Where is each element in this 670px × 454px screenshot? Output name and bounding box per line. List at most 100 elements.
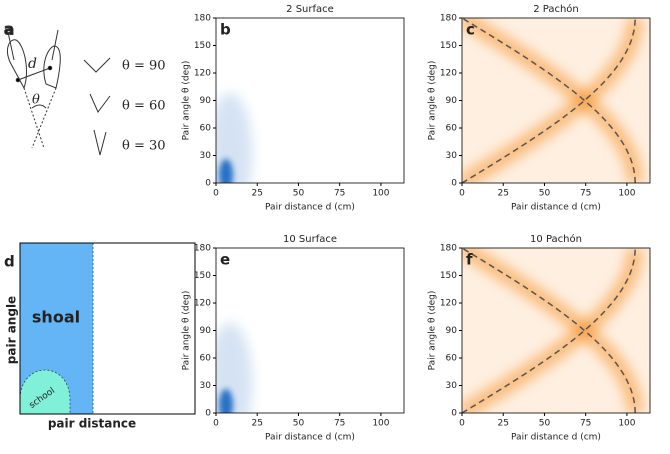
x-tick-label: 25 — [252, 419, 263, 429]
x-tick-label: 50 — [539, 419, 551, 429]
x-tick-label: 50 — [293, 419, 305, 429]
reference-curve — [462, 248, 636, 413]
y-tick-label: 150 — [440, 41, 457, 51]
d-label: d — [28, 56, 37, 72]
x-axis-label: Pair distance d (cm) — [265, 433, 355, 443]
y-tick-label: 150 — [440, 271, 457, 281]
reference-curve — [462, 18, 636, 183]
panel-label: e — [220, 251, 230, 269]
heading-extension — [31, 87, 57, 149]
density — [462, 18, 650, 183]
example-v — [93, 129, 107, 156]
fish-center — [47, 65, 53, 71]
reference-curve — [462, 18, 636, 183]
x-tick-label: 25 — [498, 189, 509, 199]
chart-title: 2 Pachón — [533, 3, 579, 15]
y-tick-label: 60 — [200, 124, 212, 134]
y-tick-label: 120 — [194, 299, 211, 309]
y-tick-label: 90 — [446, 326, 458, 336]
theta-label: θ — [32, 93, 40, 108]
x-axis-label: Pair distance d (cm) — [511, 433, 601, 443]
y-tick-label: 60 — [446, 124, 458, 134]
x-tick-label: 100 — [618, 189, 635, 199]
y-tick-label: 30 — [200, 151, 212, 161]
example-label: θ = 60 — [122, 99, 166, 114]
school-region — [19, 369, 71, 415]
heading-arrow — [7, 31, 15, 61]
y-tick-label: 180 — [194, 244, 211, 254]
x-tick-label: 75 — [580, 189, 591, 199]
x-tick-label: 50 — [539, 189, 551, 199]
y-tick-label: 120 — [194, 69, 211, 79]
y-tick-label: 120 — [440, 299, 457, 309]
y-axis-label: Pair angle θ (deg) — [182, 291, 192, 371]
fish-center — [15, 77, 21, 83]
x-tick-label: 50 — [293, 189, 305, 199]
x-tick-label: 0 — [213, 189, 219, 199]
x-tick-label: 75 — [334, 419, 345, 429]
x-tick-label: 0 — [459, 189, 465, 199]
angle-arc — [31, 104, 47, 109]
frame — [19, 242, 196, 415]
x-tick-label: 0 — [213, 419, 219, 429]
y-tick-label: 180 — [440, 14, 457, 24]
y-tick-label: 30 — [446, 381, 458, 391]
y-tick-label: 120 — [440, 69, 457, 79]
chart-title: 2 Surface — [286, 4, 334, 15]
y-tick-label: 0 — [205, 179, 211, 189]
y-axis-label: Pair angle θ (deg) — [428, 61, 438, 141]
axis-label: pair angle — [5, 296, 19, 364]
y-tick-label: 90 — [200, 96, 212, 106]
y-tick-label: 90 — [446, 96, 458, 106]
heading-arrow — [51, 29, 59, 61]
panel-label: f — [466, 251, 473, 269]
x-axis-label: Pair distance d (cm) — [511, 203, 601, 213]
heading-extension — [23, 87, 45, 149]
x-tick-label: 75 — [334, 189, 345, 199]
y-axis-label: Pair angle θ (deg) — [428, 291, 438, 371]
density — [462, 248, 650, 413]
y-tick-label: 180 — [440, 244, 457, 254]
x-tick-label: 100 — [372, 419, 389, 429]
density-core — [219, 159, 233, 183]
y-axis-label: Pair angle θ (deg) — [182, 61, 192, 141]
example-label: θ = 30 — [122, 139, 166, 154]
chart-title: 10 Surface — [283, 234, 337, 245]
panel-label: c — [466, 21, 475, 39]
diagram-d: d shoal school pair angle pair distance — [4, 242, 196, 431]
reference-curve — [462, 248, 636, 413]
x-tick-label: 0 — [459, 419, 465, 429]
example-label: θ = 90 — [122, 59, 166, 74]
example-v — [83, 57, 111, 73]
density — [216, 323, 252, 413]
x-tick-label: 25 — [498, 419, 509, 429]
x-tick-label: 75 — [580, 419, 591, 429]
y-tick-label: 150 — [194, 41, 211, 51]
y-tick-label: 0 — [205, 409, 211, 419]
x-tick-label: 25 — [252, 189, 263, 199]
y-tick-label: 30 — [200, 381, 212, 391]
panel-label: d — [4, 253, 15, 271]
x-axis-label: Pair distance d (cm) — [265, 203, 355, 213]
x-tick-label: 100 — [618, 419, 635, 429]
y-tick-label: 150 — [194, 271, 211, 281]
y-tick-label: 30 — [446, 151, 458, 161]
y-tick-label: 0 — [451, 409, 457, 419]
y-tick-label: 180 — [194, 14, 211, 24]
y-tick-label: 60 — [446, 354, 458, 364]
region-label: shoal — [32, 308, 80, 327]
panel-label: a — [4, 21, 14, 39]
panel-label: b — [220, 21, 231, 39]
x-tick-label: 100 — [372, 189, 389, 199]
y-tick-label: 0 — [451, 179, 457, 189]
density — [216, 93, 252, 183]
y-tick-label: 90 — [200, 326, 212, 336]
fish-outline — [43, 45, 61, 89]
axis-label: pair distance — [48, 417, 136, 431]
density-core — [219, 389, 233, 413]
example-v — [89, 93, 111, 113]
chart-title: 10 Pachón — [530, 233, 582, 245]
y-tick-label: 60 — [200, 354, 212, 364]
distance-line — [17, 67, 51, 81]
